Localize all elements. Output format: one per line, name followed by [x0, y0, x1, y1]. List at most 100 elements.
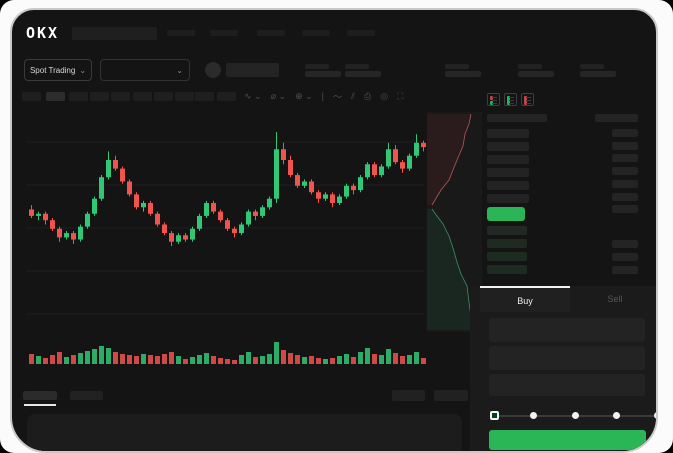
timeframe-button-0[interactable]: [22, 92, 41, 101]
trendline-icon[interactable]: 〜: [333, 91, 343, 102]
toolbar-divider: |: [321, 91, 324, 101]
nav-item-placeholder-1[interactable]: [210, 30, 238, 36]
orderbook-size-row[interactable]: [612, 192, 638, 201]
tab-buy[interactable]: Buy: [480, 286, 570, 312]
nav-item-placeholder-4[interactable]: [347, 30, 375, 36]
stat-label-placeholder-2: [445, 64, 469, 69]
orderbook-col-header-left: [487, 114, 547, 122]
orders-tab-underline: [24, 404, 56, 406]
compare-icon[interactable]: ⊕ ⌄: [295, 90, 313, 101]
ask-mark: [490, 96, 493, 100]
orderbook-ask-row[interactable]: [487, 142, 529, 151]
orderbook-view-bids-only-icon[interactable]: [504, 93, 517, 106]
nav-item-placeholder-2[interactable]: [257, 30, 285, 36]
app-window: OKX Spot Trading ⌄ ⌄ ∿ ⌄ ⌀ ⌄ ⊕ ⌄ | 〜 ⫽ ⎙ ◎ ⛶: [10, 8, 658, 453]
orderbook-size-row[interactable]: [612, 167, 638, 176]
slider-stop-2[interactable]: [571, 412, 579, 419]
orders-action-button-1[interactable]: [392, 390, 425, 401]
stat-label-placeholder-0: [305, 64, 329, 69]
orderbook-size-row[interactable]: [612, 240, 638, 248]
nav-item-placeholder-3[interactable]: [302, 30, 330, 36]
stat-label-placeholder-4: [580, 64, 604, 69]
orderbook-size-row[interactable]: [612, 253, 638, 261]
orders-tab-inactive[interactable]: [70, 391, 103, 400]
orderbook-bid-row[interactable]: [487, 239, 527, 248]
brush-icon[interactable]: ⫽: [351, 90, 356, 101]
fullscreen-icon[interactable]: ⛶: [397, 90, 404, 101]
stat-value-placeholder-4: [580, 71, 616, 77]
stat-value-placeholder-3: [518, 71, 554, 77]
orderbook-col-header-right: [595, 114, 638, 122]
nav-item-placeholder-0[interactable]: [167, 30, 195, 36]
pair-dropdown[interactable]: ⌄: [100, 59, 190, 81]
tab-sell[interactable]: Sell: [607, 294, 623, 304]
orders-table: [27, 414, 462, 451]
orderbook-mode-toggle: [487, 93, 534, 106]
chart-toolbar-icons: ∿ ⌄ ⌀ ⌄ ⊕ ⌄ | 〜 ⫽ ⎙ ◎ ⛶: [244, 90, 403, 102]
pair-name-placeholder: [226, 63, 279, 77]
bid-mark: [490, 101, 493, 105]
slider-handle[interactable]: [490, 411, 499, 420]
total-input[interactable]: [489, 374, 645, 396]
orderbook-bid-row[interactable]: [487, 252, 527, 261]
target-icon[interactable]: ◎: [380, 90, 389, 101]
okx-logo: OKX: [26, 24, 60, 42]
mark: [524, 96, 527, 105]
orderbook-ask-row[interactable]: [487, 194, 529, 203]
icon-lines: [526, 97, 531, 104]
buy-submit-button[interactable]: [489, 430, 646, 450]
orders-action-button-2[interactable]: [434, 390, 468, 401]
orderbook-size-row[interactable]: [612, 179, 638, 188]
orderbook-size-row[interactable]: [612, 129, 638, 137]
orderbook-ask-row[interactable]: [487, 181, 529, 190]
camera-icon[interactable]: ⎙: [364, 90, 372, 101]
chart-type-icon[interactable]: ∿ ⌄: [244, 90, 262, 101]
timeframe-button-2[interactable]: [69, 92, 88, 101]
header-search-placeholder[interactable]: [72, 27, 157, 40]
orderbook-bid-row[interactable]: [487, 226, 527, 235]
timeframe-button-3[interactable]: [90, 92, 109, 101]
stat-value-placeholder-0: [305, 71, 341, 77]
market-selector-button[interactable]: Spot Trading ⌄: [24, 59, 92, 81]
last-price-badge[interactable]: [487, 207, 525, 221]
timeframe-button-4[interactable]: [111, 92, 130, 101]
slider-stop-1[interactable]: [530, 412, 538, 419]
stat-value-placeholder-2: [445, 71, 481, 77]
icon-lines: [509, 97, 514, 104]
stat-label-placeholder-3: [518, 64, 542, 69]
amount-input[interactable]: [489, 346, 645, 370]
stat-label-placeholder-1: [345, 64, 369, 69]
timeframe-button-5[interactable]: [133, 92, 152, 101]
orderbook-ask-row[interactable]: [487, 129, 529, 138]
slider-stop-3[interactable]: [612, 412, 620, 419]
slider-stop-4[interactable]: [654, 412, 656, 419]
chevron-down-icon: ⌄: [79, 65, 87, 75]
chevron-down-icon: ⌄: [176, 65, 183, 75]
orderbook-bid-row[interactable]: [487, 265, 527, 274]
orders-tab-active[interactable]: [23, 391, 57, 400]
orderbook-view-both-icon[interactable]: [487, 93, 500, 106]
timeframe-button-9[interactable]: [217, 92, 236, 101]
indicator-icon[interactable]: ⌀ ⌄: [270, 90, 287, 101]
orderbook-size-row[interactable]: [612, 154, 638, 163]
timeframe-button-8[interactable]: [195, 92, 214, 101]
timeframe-button-7[interactable]: [175, 92, 194, 101]
stat-value-placeholder-1: [345, 71, 381, 77]
candlestick-chart[interactable]: [24, 106, 428, 372]
coin-avatar: [205, 62, 221, 78]
orderbook-size-row[interactable]: [612, 141, 638, 150]
orderbook-size-row[interactable]: [612, 266, 638, 274]
orderbook-view-asks-only-icon[interactable]: [521, 93, 534, 106]
timeframe-button-1[interactable]: [46, 92, 65, 101]
price-input[interactable]: [489, 318, 645, 342]
mark: [507, 96, 510, 105]
orderbook-size-row[interactable]: [612, 205, 638, 214]
timeframe-button-6[interactable]: [154, 92, 173, 101]
icon-lines: [492, 97, 497, 104]
orderbook-ask-row[interactable]: [487, 168, 529, 177]
amount-slider[interactable]: [490, 411, 656, 420]
trade-panel: Buy Sell: [470, 286, 656, 451]
orderbook-ask-row[interactable]: [487, 155, 529, 164]
market-selector-label: Spot Trading: [29, 65, 76, 75]
